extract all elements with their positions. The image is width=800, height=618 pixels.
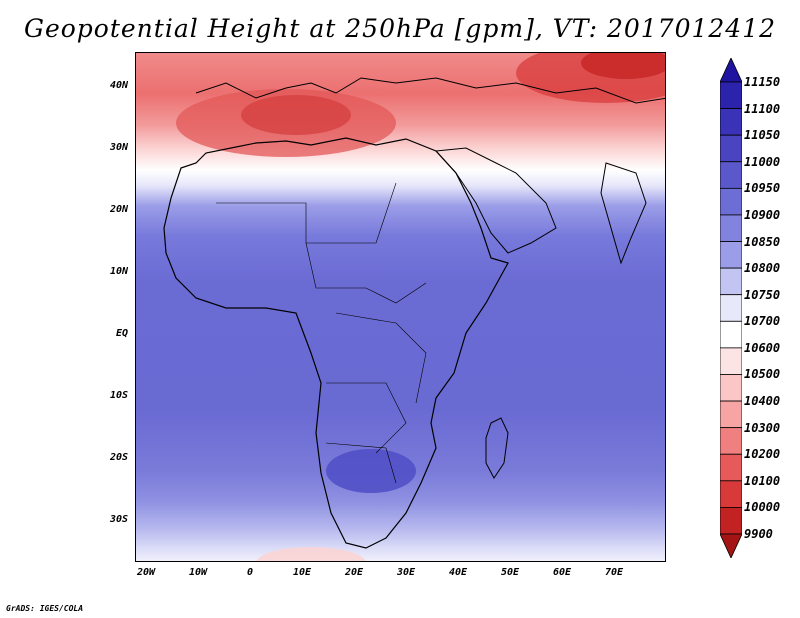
map-plot-area (135, 52, 666, 562)
colorbar-swatch (720, 374, 742, 402)
colorbar-swatch (720, 453, 742, 482)
colorbar-swatch (720, 241, 742, 269)
india-coastline (600, 162, 647, 265)
colorbar-label: 10200 (744, 447, 781, 462)
colorbar-swatch (720, 427, 742, 455)
lon-label-20e: 20E (344, 567, 364, 578)
lat-label-10s: 10S (109, 390, 128, 401)
arabia-coastline (434, 147, 557, 254)
africa-coastline (163, 137, 509, 549)
colorbar-label: 10950 (744, 181, 781, 196)
colorbar-label: 11100 (744, 101, 781, 116)
colorbar-label: 10850 (744, 234, 781, 249)
colorbar-label: 10100 (744, 473, 781, 488)
lon-label-10w: 10W (188, 567, 208, 578)
colorbar (720, 58, 742, 558)
colorbar-swatch (720, 134, 742, 163)
colorbar-swatch (720, 347, 742, 375)
colorbar-label: 9900 (744, 527, 773, 541)
lon-label-0: 0 (246, 567, 254, 578)
mediterranean-low-core (241, 95, 351, 135)
colorbar-label: 10400 (744, 394, 781, 409)
lon-label-50e: 50E (500, 567, 520, 578)
colorbar-bottom-arrow (720, 533, 742, 558)
colorbar-swatch (720, 400, 742, 429)
colorbar-swatch (720, 320, 742, 349)
colorbar-label: 11150 (744, 75, 781, 89)
madagascar-coastline (485, 417, 509, 479)
lat-label-30s: 30S (109, 514, 128, 525)
lat-label-30n: 30N (109, 142, 128, 153)
colorbar-swatch (720, 187, 742, 216)
colorbar-swatch (720, 108, 742, 136)
lat-label-eq: EQ (115, 328, 128, 339)
colorbar-top-arrow (720, 58, 742, 83)
colorbar-label: 10700 (744, 314, 781, 329)
lat-label-20n: 20N (109, 204, 128, 215)
colorbar-swatch (720, 507, 742, 535)
colorbar-label: 10000 (744, 500, 781, 515)
lat-label-10n: 10N (109, 266, 128, 277)
lon-label-70e: 70E (604, 567, 624, 578)
southern-africa-high (326, 449, 416, 493)
lon-label-40e: 40E (448, 567, 468, 578)
colorbar-label: 10300 (744, 420, 781, 435)
colorbar-label: 10750 (744, 287, 781, 302)
colorbar-label: 10500 (744, 367, 781, 382)
country-borders (216, 182, 427, 484)
colorbar-swatch (720, 267, 742, 296)
colorbar-swatch (720, 294, 742, 322)
colorbar-swatch (720, 161, 742, 189)
colorbar-label: 10800 (744, 261, 781, 276)
lon-label-20w: 20W (136, 567, 156, 578)
northern-coastline (195, 77, 665, 104)
lat-label-40n: 40N (109, 80, 128, 91)
colorbar-label: 11050 (744, 128, 781, 143)
colorbar-label: 11000 (744, 154, 781, 169)
lon-label-10e: 10E (292, 567, 312, 578)
map-title: Geopotential Height at 250hPa [gpm], VT:… (23, 14, 777, 43)
colorbar-swatch (720, 81, 742, 109)
lon-label-60e: 60E (552, 567, 572, 578)
southern-ridge-edge (256, 547, 366, 561)
grads-credit: GrADS: IGES/COLA (6, 604, 84, 613)
map-canvas (136, 53, 665, 561)
lon-label-30e: 30E (396, 567, 416, 578)
middle-east-low-core (581, 53, 665, 79)
colorbar-swatch (720, 214, 742, 242)
lat-label-20s: 20S (109, 452, 128, 463)
colorbar-swatch (720, 480, 742, 508)
colorbar-label: 10600 (744, 340, 781, 355)
colorbar-label: 10900 (744, 207, 781, 222)
